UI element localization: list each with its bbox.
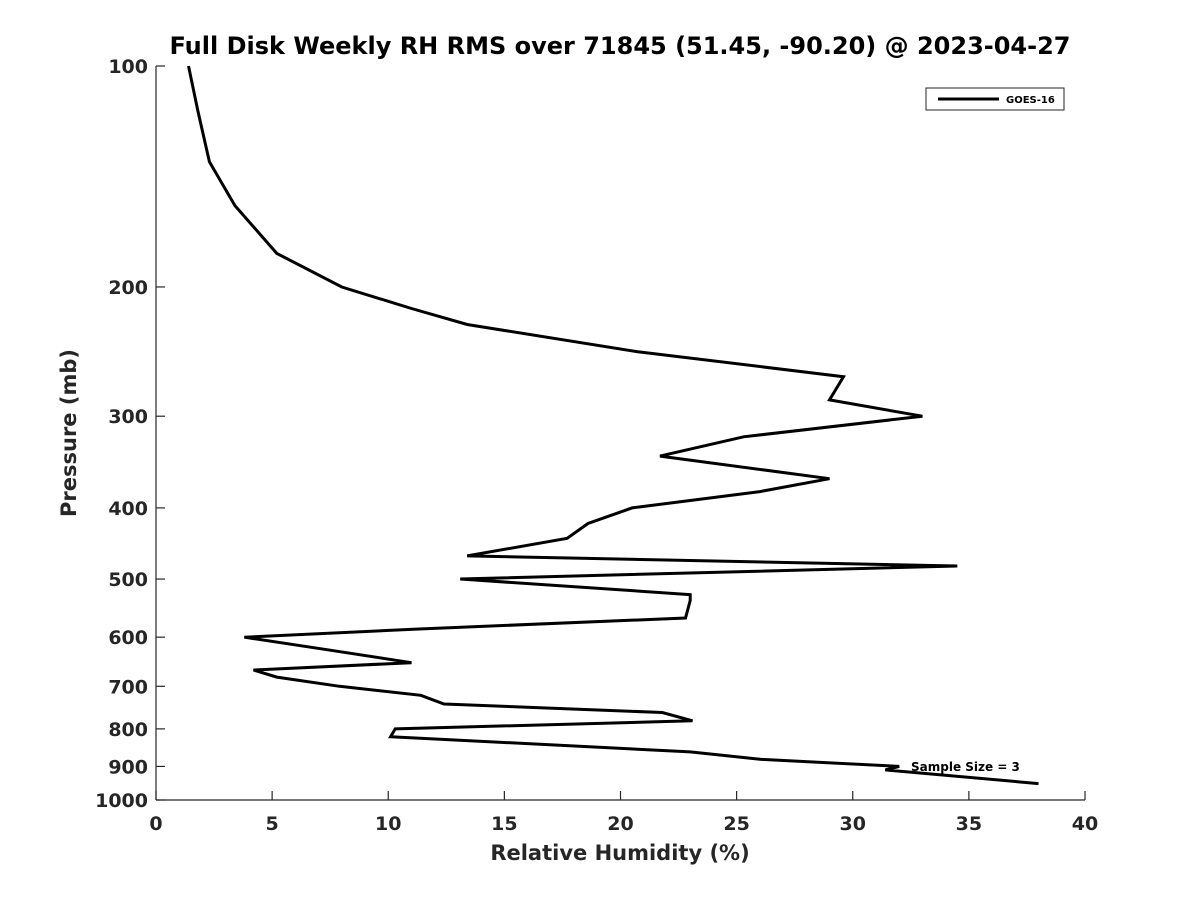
x-tick-label: 35 (956, 813, 982, 835)
series-layer (187, 65, 1039, 786)
series-line (187, 65, 1039, 786)
y-axis-label: Pressure (mb) (57, 349, 81, 517)
x-tick-label: 15 (491, 813, 517, 835)
y-tick-label: 100 (108, 56, 148, 78)
y-tick-label: 1000 (95, 790, 148, 812)
legend-label: GOES-16 (1006, 95, 1055, 106)
chart-title: Full Disk Weekly RH RMS over 71845 (51.4… (169, 32, 1070, 60)
x-tick-label: 30 (840, 813, 866, 835)
x-tick-label: 25 (723, 813, 749, 835)
y-tick-label: 200 (108, 277, 148, 299)
x-tick-label: 5 (266, 813, 279, 835)
y-tick-label: 500 (108, 569, 148, 591)
y-tick-label: 300 (108, 406, 148, 428)
x-tick-label: 10 (375, 813, 401, 835)
axes (155, 66, 1085, 801)
legend: GOES-16 (925, 87, 1065, 111)
y-tick-label: 900 (108, 756, 148, 778)
sample-size-annotation: Sample Size = 3 (911, 760, 1020, 774)
y-tick-label: 700 (108, 676, 148, 698)
x-axis-label: Relative Humidity (%) (490, 841, 749, 865)
y-ticks: 100 200 300 400 500 600 700 800 900 1000 (95, 56, 165, 812)
x-tick-label: 40 (1072, 813, 1098, 835)
x-ticks: 0 5 10 15 20 25 30 35 40 (149, 791, 1098, 835)
y-tick-label: 600 (108, 627, 148, 649)
y-tick-label: 800 (108, 719, 148, 741)
x-tick-label: 0 (149, 813, 162, 835)
y-tick-label: 400 (108, 498, 148, 520)
x-tick-label: 20 (607, 813, 633, 835)
